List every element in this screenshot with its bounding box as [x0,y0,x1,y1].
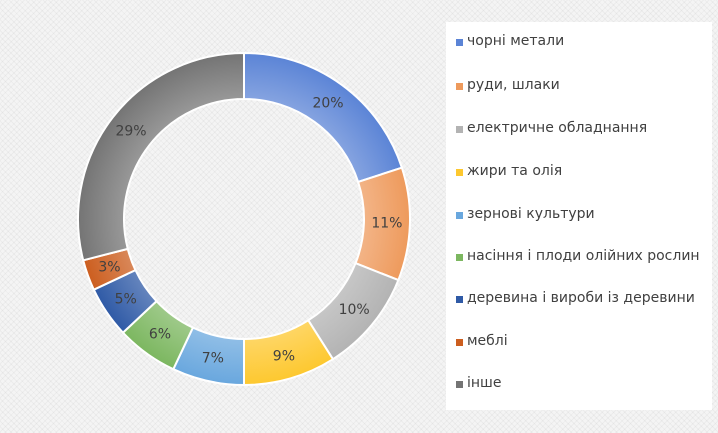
legend-label: жири та олія [467,163,563,179]
legend-swatch [456,339,463,346]
legend-label: деревина і вироби із деревини [467,290,695,306]
data-label-2: 11% [371,215,402,231]
legend-item: електричне обладнання [456,118,710,139]
data-label-4: 9% [273,348,295,364]
legend-label: меблі [467,333,508,349]
legend-item: чорні метали [456,31,710,52]
legend-swatch [456,296,463,303]
legend-item: насіння і плоди олійних рослин [456,246,710,267]
legend-item: жири та олія [456,161,710,182]
data-label-1: 20% [312,95,343,111]
legend-swatch [456,381,463,388]
legend-label: чорні метали [467,33,565,49]
data-label-8: 3% [98,259,120,275]
legend-swatch [456,83,463,90]
data-label-6: 6% [149,327,171,343]
legend-label: руди, шлаки [467,77,560,93]
donut-chart: 20% 11% 10% 9% 7% 6% 5% 3% 29% [77,51,411,387]
legend-swatch [456,254,463,261]
legend-swatch [456,169,463,176]
legend-swatch [456,39,463,46]
legend-label: електричне обладнання [467,120,648,136]
legend-label: зернові культури [467,206,595,222]
data-label-5: 7% [202,351,224,367]
legend-item: меблі [456,331,710,352]
legend-item: деревина і вироби із деревини [456,288,710,309]
legend-item: зернові культури [456,204,710,225]
legend-label: інше [467,375,502,391]
legend-swatch [456,126,463,133]
donut-slice-9 [77,51,245,262]
data-label-9: 29% [115,123,146,139]
donut-slice-1 [243,51,404,184]
data-label-3: 10% [339,302,370,318]
legend-item: руди, шлаки [456,75,710,96]
legend-item: інше [456,373,710,394]
legend-label: насіння і плоди олійних рослин [467,248,700,264]
donut-svg: 20% 11% 10% 9% 7% 6% 5% 3% 29% [77,51,411,387]
data-label-7: 5% [115,291,137,307]
legend-swatch [456,212,463,219]
chart-legend: чорні метали руди, шлаки електричне обладн… [446,22,712,410]
